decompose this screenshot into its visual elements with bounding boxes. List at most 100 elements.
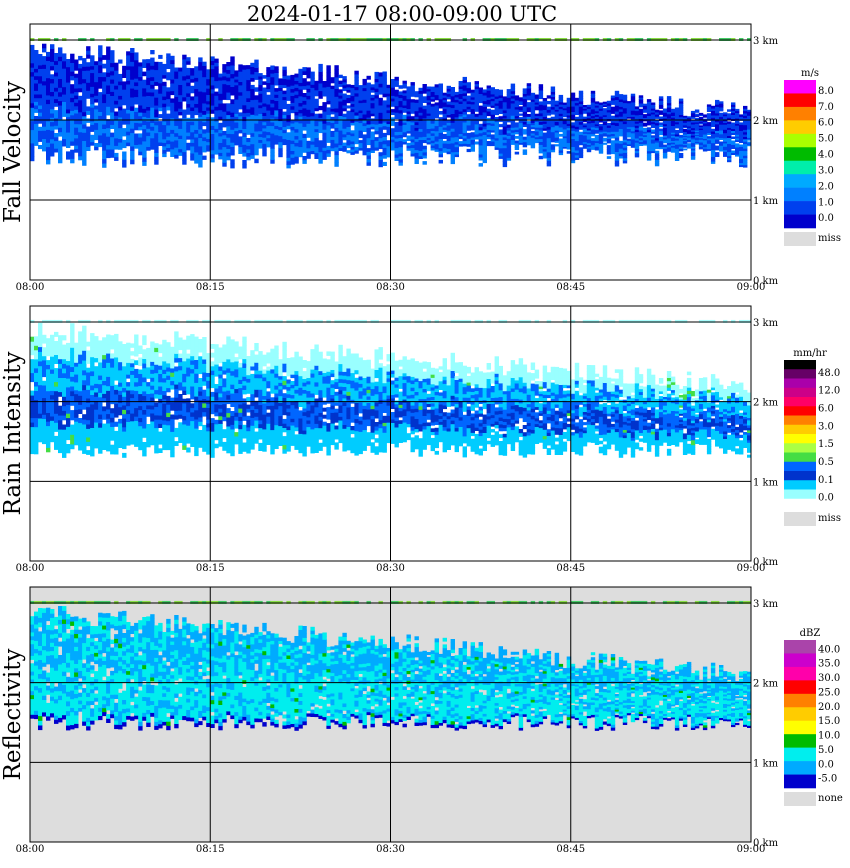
colorbar-label: 0.1 (818, 475, 834, 486)
colorbar-swatch (784, 434, 816, 444)
colorbar-swatch (784, 471, 816, 481)
colorbar-swatch (784, 498, 816, 509)
colorbar-swatch (784, 120, 816, 135)
panel-ylabel: Reflectivity (0, 649, 26, 781)
plot-frame (29, 23, 752, 281)
colorbar-label: 2.0 (818, 181, 834, 192)
colorbar-swatch (784, 406, 816, 416)
x-tick-label: 09:00 (737, 844, 766, 855)
colorbar-label: 8.0 (818, 86, 834, 97)
colorbar-missing-label: none (818, 793, 843, 804)
colorbar-swatch (784, 93, 816, 108)
colorbar-unit: m/s (801, 68, 819, 79)
y-tick-label: 3 km (753, 318, 779, 329)
colorbar-label: 1.0 (818, 197, 834, 208)
panel-1: 08:00 08:15 08:30 08:45 09:000 km 1 km 2 km 3 k… (0, 23, 841, 293)
plot-frame (29, 586, 752, 843)
colorbar-label: 15.0 (818, 716, 840, 727)
colorbar-swatch (784, 80, 816, 94)
x-tick-label: 08:30 (376, 282, 405, 293)
colorbar-missing-label: miss (818, 233, 841, 244)
y-tick-label: 2 km (753, 116, 779, 127)
panel-2: 08:00 08:15 08:30 08:45 09:000 km 1 km 2 km 3 k… (0, 305, 841, 574)
colorbar-label: -5.0 (818, 774, 837, 785)
colorbar-swatch (784, 680, 816, 695)
colorbar-swatch (784, 640, 816, 654)
colorbar-label: 10.0 (818, 731, 840, 742)
x-tick-label: 08:45 (556, 563, 585, 574)
colorbar-label: 3.0 (818, 421, 834, 432)
colorbar-swatch (784, 747, 816, 762)
colorbar-swatch (784, 106, 816, 121)
plot-frame (29, 305, 752, 562)
colorbar-label: 48.0 (818, 368, 840, 379)
colorbar-label: 25.0 (818, 687, 840, 698)
x-tick-label: 08:15 (196, 844, 225, 855)
x-tick-label: 08:30 (376, 844, 405, 855)
y-tick-label: 0 km (753, 557, 779, 568)
y-tick-label: 1 km (753, 477, 779, 488)
colorbar-label: 7.0 (818, 102, 834, 113)
grid (30, 306, 751, 561)
y-tick-label: 2 km (753, 398, 779, 409)
colorbar-label: 35.0 (818, 659, 840, 670)
colorbar-swatch (784, 666, 816, 681)
colorbar-swatch (784, 415, 816, 426)
colorbar-swatch (784, 214, 816, 229)
radar-field (30, 600, 752, 731)
y-tick-label: 1 km (753, 196, 779, 207)
colorbar-label: 6.0 (818, 118, 834, 129)
colorbar-label: 5.0 (818, 745, 834, 756)
colorbar-label: 0.0 (818, 213, 834, 224)
colorbar-swatch (784, 424, 816, 435)
colorbar-swatch (784, 761, 816, 775)
colorbar-swatch (784, 720, 816, 735)
x-tick-label: 08:00 (16, 844, 45, 855)
panel-ylabel: Fall Velocity (0, 81, 26, 223)
grid (30, 587, 751, 842)
colorbar-missing-swatch (784, 512, 816, 526)
colorbar-swatch (784, 160, 816, 175)
colorbar-label: 0.0 (818, 493, 834, 504)
colorbar: mm/hr 48.0 12.0 6.0 3.0 1.5 0.5 0.1 0.0 miss (784, 348, 841, 526)
x-tick-label: 09:00 (737, 282, 766, 293)
x-tick-label: 09:00 (737, 563, 766, 574)
colorbar-label: 4.0 (818, 150, 834, 161)
colorbar-swatch (784, 734, 816, 748)
colorbar-swatch (784, 461, 816, 472)
x-tick-label: 08:45 (556, 282, 585, 293)
y-tick-label: 3 km (753, 599, 779, 610)
colorbar: dBZ 40.0 35.0 30.0 25.0 20.0 15.0 10.0 5.0 0.0 -5.… (784, 628, 843, 806)
colorbar-swatch (784, 707, 816, 722)
x-tick-label: 08:30 (376, 563, 405, 574)
colorbar-label: 12.0 (818, 386, 840, 397)
colorbar-missing-swatch (784, 232, 816, 246)
colorbar-label: 20.0 (818, 702, 840, 713)
x-tick-label: 08:00 (16, 563, 45, 574)
x-tick-label: 08:15 (196, 282, 225, 293)
colorbar-label: 5.0 (818, 134, 834, 145)
y-tick-label: 0 km (753, 276, 779, 287)
colorbar-swatch (784, 387, 816, 398)
colorbar-swatch (784, 489, 816, 500)
colorbar: m/s 8.0 7.0 6.0 5.0 4.0 3.0 2.0 1.0 0.0 miss (784, 68, 841, 246)
colorbar-swatch (784, 480, 816, 490)
colorbar-swatch (784, 443, 816, 453)
y-tick-label: 0 km (753, 838, 779, 849)
colorbar-swatch (784, 201, 816, 215)
panel-3: 08:00 08:15 08:30 08:45 09:000 km 1 km 2 km 3 k… (0, 586, 843, 855)
colorbar-swatch (784, 174, 816, 188)
colorbar-unit: mm/hr (793, 348, 827, 359)
colorbar-swatch (784, 774, 816, 789)
colorbar-swatch (784, 360, 816, 370)
y-tick-label: 2 km (753, 679, 779, 690)
figure-title: 2024-01-17 08:00-09:00 UTC (247, 2, 557, 26)
x-tick-label: 08:15 (196, 563, 225, 574)
colorbar-label: 3.0 (818, 165, 834, 176)
colorbar-label: 40.0 (818, 644, 840, 655)
colorbar-label: 0.5 (818, 457, 834, 468)
colorbar-label: 1.5 (818, 439, 834, 450)
x-tick-label: 08:45 (556, 844, 585, 855)
x-tick-label: 08:00 (16, 282, 45, 293)
